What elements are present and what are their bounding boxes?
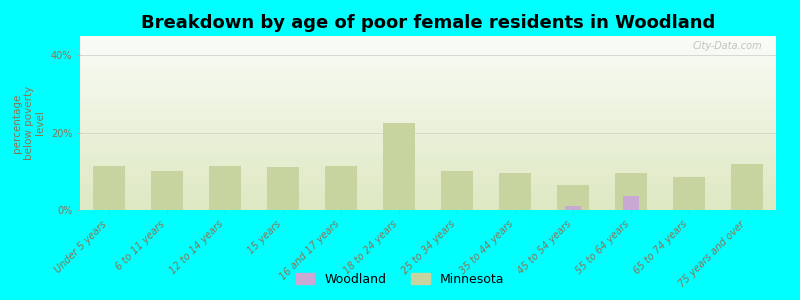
Bar [499, 173, 531, 210]
Bar [151, 171, 183, 210]
Bar [209, 166, 241, 210]
Legend: Woodland, Minnesota: Woodland, Minnesota [290, 268, 510, 291]
Bar [565, 206, 581, 210]
Bar [731, 164, 763, 210]
Bar [557, 185, 589, 210]
Bar [383, 123, 415, 210]
Bar [93, 166, 125, 210]
Title: Breakdown by age of poor female residents in Woodland: Breakdown by age of poor female resident… [141, 14, 715, 32]
Bar [623, 196, 639, 210]
Bar [441, 171, 473, 210]
Bar [615, 173, 647, 210]
Bar [267, 167, 299, 210]
Text: City-Data.com: City-Data.com [693, 41, 762, 51]
Bar [325, 166, 357, 210]
Bar [673, 177, 705, 210]
Y-axis label: percentage
below poverty
level: percentage below poverty level [12, 86, 46, 160]
